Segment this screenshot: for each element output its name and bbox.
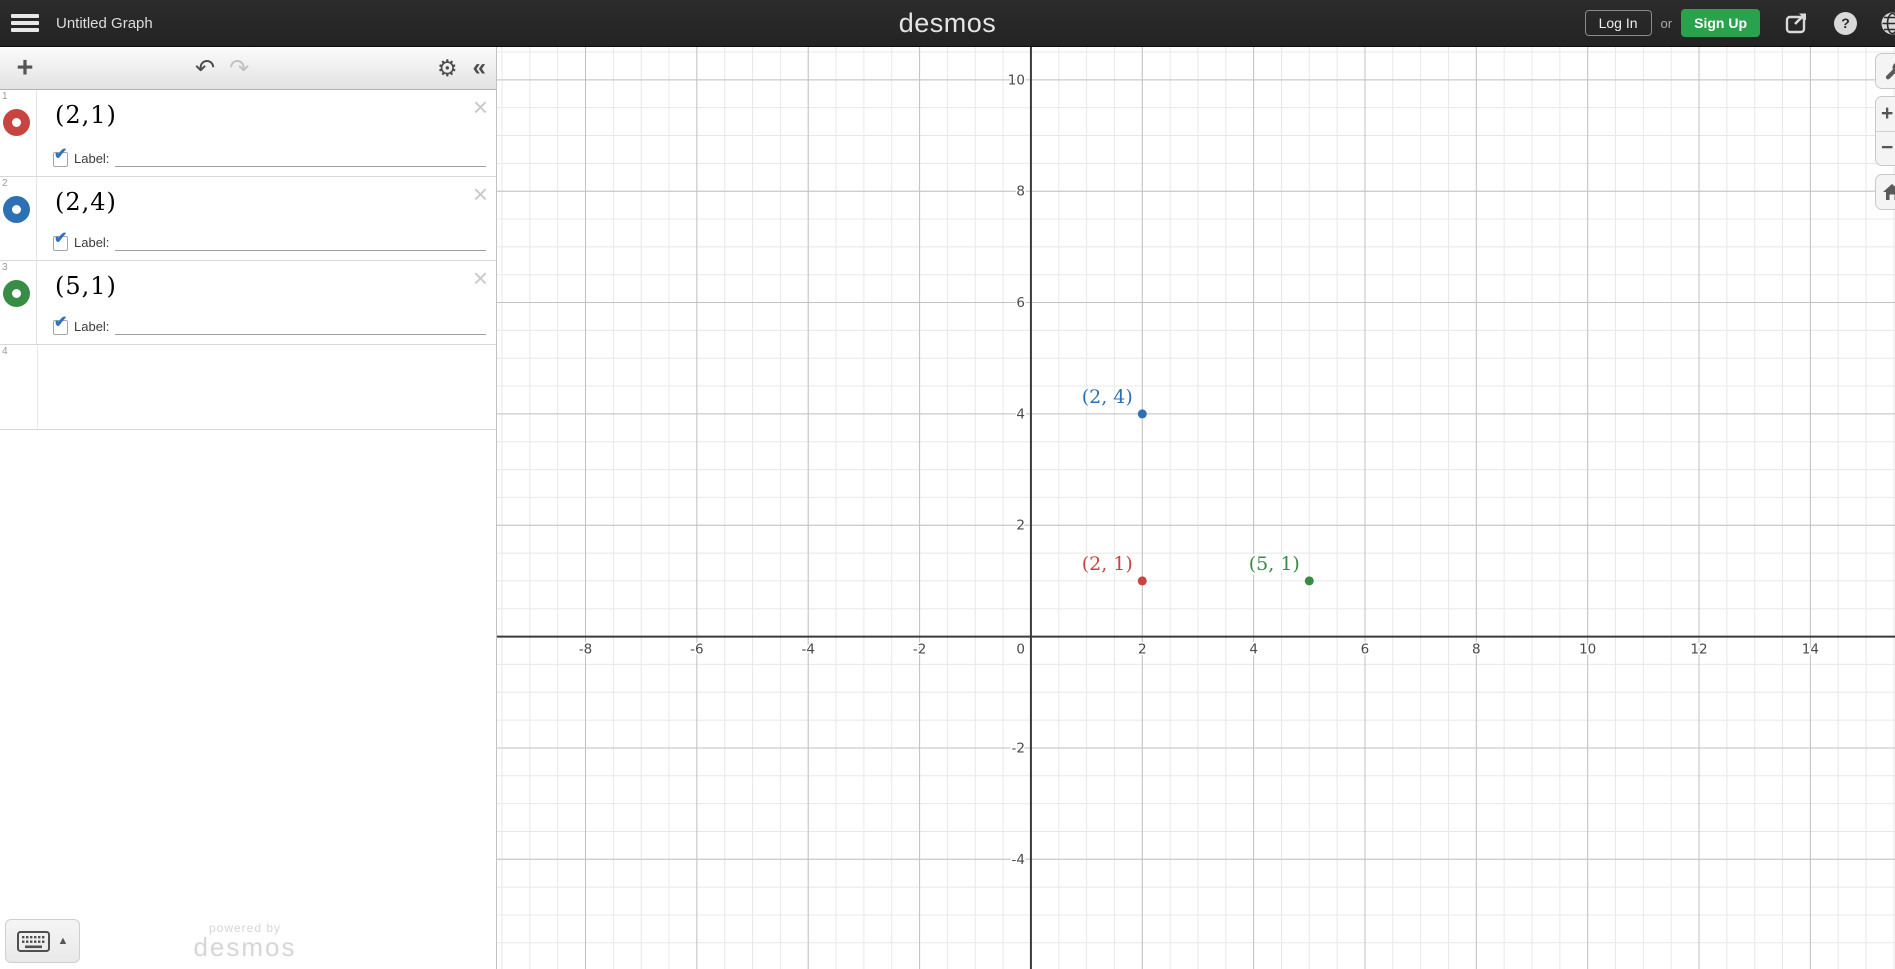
powered-by-desmos-watermark: powered by desmos bbox=[193, 921, 297, 962]
x-tick-label: 0 bbox=[1016, 642, 1025, 658]
expression-row[interactable]: 2 (2,4) ✔ Label: × bbox=[0, 177, 496, 261]
label-checkbox[interactable]: ✔ bbox=[53, 147, 68, 167]
y-tick-label: -4 bbox=[1011, 852, 1024, 868]
close-icon[interactable]: × bbox=[472, 92, 488, 122]
sign-up-button[interactable]: Sign Up bbox=[1681, 9, 1760, 37]
label-checkbox[interactable]: ✔ bbox=[53, 231, 68, 251]
y-tick-label: 2 bbox=[1016, 518, 1025, 534]
top-bar: Untitled Graph desmos Log In or Sign Up … bbox=[0, 0, 1895, 47]
zoom-out-button[interactable]: − bbox=[1881, 136, 1894, 160]
row-number: 1 bbox=[2, 91, 8, 102]
keyboard-icon bbox=[16, 930, 50, 952]
wrench-icon bbox=[1885, 63, 1895, 80]
globe-icon[interactable] bbox=[1881, 12, 1895, 35]
point-style-icon[interactable] bbox=[3, 280, 30, 307]
graph-settings-wrench-button[interactable] bbox=[1875, 53, 1895, 89]
share-icon[interactable] bbox=[1784, 11, 1810, 36]
label-input[interactable] bbox=[115, 151, 486, 167]
zoom-controls: + − bbox=[1875, 96, 1895, 166]
x-tick-label: 8 bbox=[1472, 642, 1481, 658]
graph-canvas[interactable]: -8 -6 -4 -2 0 2 4 6 8 10 12 14 -4 -2 2 4 6 8 10 (2, 1) (2, 4… bbox=[497, 47, 1895, 969]
caret-up-icon: ▲ bbox=[57, 935, 69, 947]
topbar-actions: Log In or Sign Up ? bbox=[1584, 9, 1895, 37]
log-in-button[interactable]: Log In bbox=[1584, 10, 1652, 36]
undo-icon[interactable]: ↶ bbox=[195, 54, 216, 82]
row-number: 3 bbox=[2, 262, 8, 273]
expression-icon-cell: 3 bbox=[0, 261, 37, 344]
home-icon bbox=[1883, 184, 1895, 200]
label-checkbox[interactable]: ✔ bbox=[53, 315, 68, 335]
expression-latex[interactable]: (2,4) bbox=[55, 188, 117, 216]
y-tick-label: 4 bbox=[1016, 406, 1025, 422]
label-caption: Label: bbox=[74, 235, 110, 250]
graph-title[interactable]: Untitled Graph bbox=[56, 14, 153, 32]
or-label: or bbox=[1660, 15, 1673, 31]
expression-latex[interactable]: (2,1) bbox=[55, 101, 117, 129]
panel-footer: ▲ powered by desmos bbox=[0, 899, 496, 969]
expression-row[interactable]: 3 (5,1) ✔ Label: × bbox=[0, 261, 496, 345]
zoom-in-button[interactable]: + bbox=[1881, 101, 1894, 125]
plotted-point[interactable] bbox=[1304, 576, 1314, 586]
y-tick-label: 6 bbox=[1016, 295, 1025, 311]
add-expression-button[interactable]: + bbox=[16, 52, 34, 84]
x-tick-label: 12 bbox=[1690, 642, 1707, 658]
plotted-point[interactable] bbox=[1137, 409, 1147, 419]
label-input[interactable] bbox=[115, 319, 486, 335]
point-label: (5, 1) bbox=[1249, 553, 1300, 575]
point-style-icon[interactable] bbox=[3, 109, 30, 136]
row-number: 4 bbox=[2, 346, 8, 357]
point-label: (2, 4) bbox=[1082, 386, 1133, 408]
gear-icon[interactable]: ⚙ bbox=[437, 54, 458, 81]
y-tick-label: 10 bbox=[1008, 72, 1025, 88]
x-tick-label: -2 bbox=[913, 642, 926, 658]
y-tick-label: -2 bbox=[1011, 740, 1024, 756]
point-style-icon[interactable] bbox=[3, 196, 30, 223]
hamburger-menu-icon[interactable] bbox=[11, 13, 39, 33]
expression-icon-cell: 2 bbox=[0, 177, 37, 260]
default-zoom-home-button[interactable] bbox=[1875, 174, 1895, 210]
close-icon[interactable]: × bbox=[472, 263, 488, 293]
plotted-point[interactable] bbox=[1137, 576, 1147, 586]
expression-row[interactable]: 1 (2,1) ✔ Label: × bbox=[0, 90, 496, 177]
collapse-panel-icon[interactable]: « bbox=[472, 54, 486, 81]
x-tick-label: -6 bbox=[690, 642, 703, 658]
close-icon[interactable]: × bbox=[472, 179, 488, 209]
row-number: 2 bbox=[2, 178, 8, 189]
help-icon[interactable]: ? bbox=[1834, 11, 1857, 35]
x-tick-label: 6 bbox=[1361, 642, 1370, 658]
x-tick-label: -4 bbox=[801, 642, 814, 658]
expression-toolbar: + ↶ ↷ ⚙ « bbox=[0, 47, 496, 90]
expression-panel: + ↶ ↷ ⚙ « 1 (2,1) ✔ Label: bbox=[0, 47, 497, 969]
point-label: (2, 1) bbox=[1082, 553, 1133, 575]
x-tick-label: 10 bbox=[1579, 642, 1596, 658]
x-tick-label: 14 bbox=[1802, 642, 1819, 658]
redo-icon: ↷ bbox=[229, 54, 250, 82]
label-caption: Label: bbox=[74, 319, 110, 334]
label-input[interactable] bbox=[115, 235, 486, 251]
keyboard-toggle-button[interactable]: ▲ bbox=[5, 919, 80, 963]
label-caption: Label: bbox=[74, 151, 110, 166]
expression-icon-cell: 1 bbox=[0, 90, 37, 176]
new-expression-row[interactable]: 4 bbox=[0, 345, 496, 430]
expression-latex[interactable]: (5,1) bbox=[55, 272, 117, 300]
x-tick-label: 4 bbox=[1249, 642, 1258, 658]
x-tick-label: -8 bbox=[579, 642, 592, 658]
x-tick-label: 2 bbox=[1138, 642, 1147, 658]
y-tick-label: 8 bbox=[1016, 184, 1025, 200]
